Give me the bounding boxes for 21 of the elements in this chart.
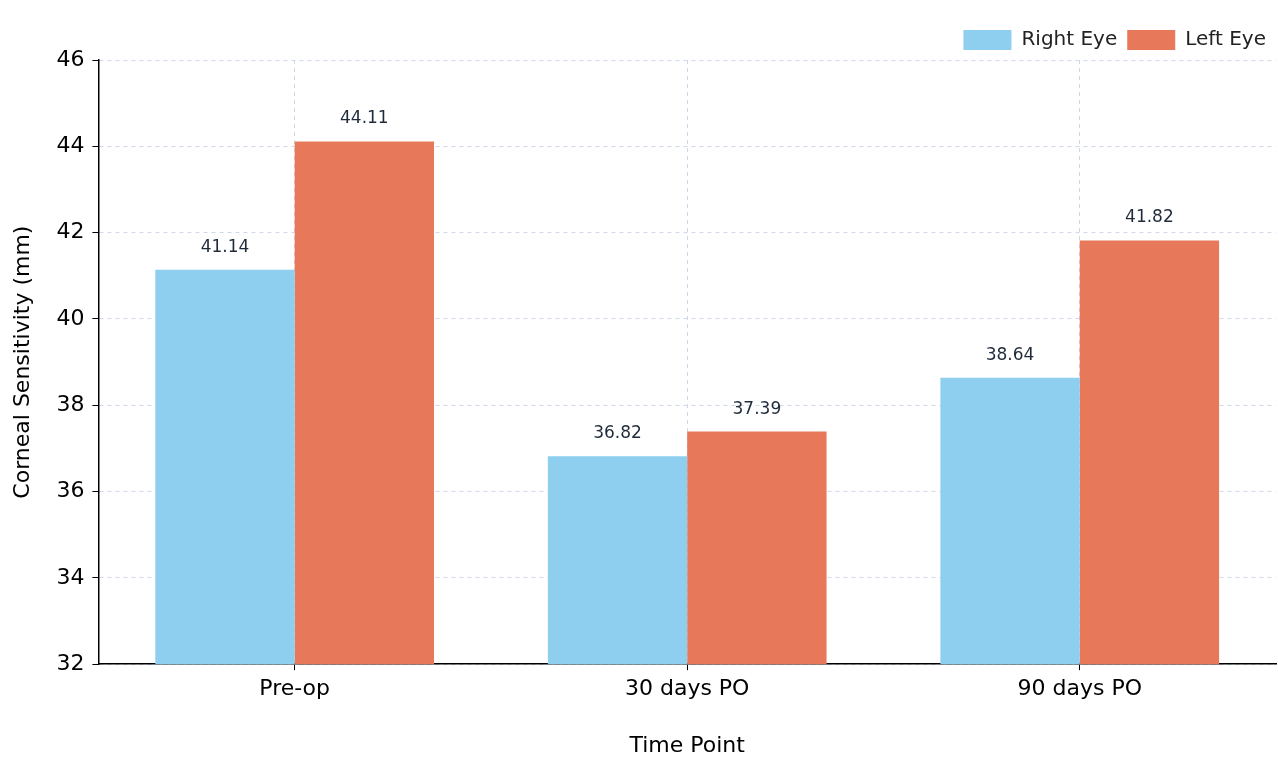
y-tick-label: 34: [56, 563, 85, 589]
y-axis-title: Corneal Sensitivity (mm): [8, 225, 34, 499]
x-tick-label: 90 days PO: [1017, 675, 1142, 701]
x-axis-title: Time Point: [628, 731, 746, 757]
y-tick-label: 32: [56, 649, 85, 675]
legend-label: Right Eye: [1021, 26, 1118, 51]
x-tick-label: 30 days PO: [624, 675, 750, 701]
y-tick-label: 36: [56, 477, 85, 503]
data-label: 37.39: [732, 397, 782, 418]
x-tick-label: Pre-op: [259, 675, 331, 701]
y-tick-label: 44: [56, 132, 85, 158]
y-tick-label: 46: [56, 45, 85, 71]
data-label: 41.82: [1125, 206, 1174, 227]
data-label: 41.14: [200, 235, 250, 256]
y-tick-label: 42: [56, 218, 85, 244]
y-tick-label: 38: [56, 390, 85, 416]
data-label: 36.82: [593, 422, 642, 443]
data-label: 44.11: [340, 107, 389, 128]
data-label: 38.64: [985, 343, 1035, 364]
legend-label: Left Eye: [1185, 26, 1266, 51]
y-tick-label: 40: [56, 304, 85, 330]
